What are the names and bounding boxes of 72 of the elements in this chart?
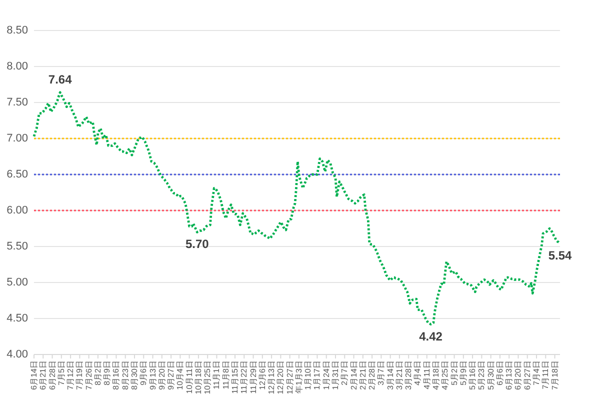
x-tick-label: 10月18日 <box>194 360 203 394</box>
x-tick-label: 5月23日 <box>477 360 486 390</box>
data-label: 5.54 <box>548 248 572 263</box>
y-tick-label: 6.00 <box>6 204 28 216</box>
y-tick-label: 8.00 <box>6 60 28 72</box>
x-tick-label: 3月28日 <box>404 360 414 390</box>
x-tick-label: 12月27日 <box>285 360 294 394</box>
x-tick-label: 1月24日 <box>322 360 331 390</box>
x-tick-label: 10月11日 <box>184 360 194 394</box>
x-tick-label: 5月2日 <box>450 360 459 386</box>
x-tick-label: 1月17日 <box>312 360 322 390</box>
x-tick-label: 5月16日 <box>468 360 478 390</box>
x-tick-label: 8月23日 <box>120 360 130 390</box>
x-tick-label: 1月31日 <box>331 360 340 390</box>
x-tick-label: 7月18日 <box>550 360 560 390</box>
y-tick-label: 8.50 <box>6 24 28 36</box>
x-tick-label: 3月7日 <box>376 360 386 386</box>
data-label: 5.70 <box>185 237 210 252</box>
x-tick-label: 10月25日 <box>203 360 212 394</box>
x-tick-label: 6月20日 <box>514 360 523 390</box>
x-tick-label: 2月7日 <box>340 360 350 386</box>
x-tick-label: 6月6日 <box>495 360 504 386</box>
x-tick-label: 11月29日 <box>248 360 258 394</box>
data-label: 7.64 <box>48 72 72 86</box>
y-tick-label: 6.50 <box>6 168 28 180</box>
x-tick-label: 8月16日 <box>112 360 121 390</box>
x-tick-label: 12月6日 <box>258 360 267 390</box>
x-tick-label: 9月6日 <box>139 360 148 386</box>
x-tick-label: 5月30日 <box>486 360 496 390</box>
x-tick-label: 8月30日 <box>130 360 139 390</box>
x-tick-label: 8月9日 <box>102 360 112 386</box>
x-tick-label: 6月13日 <box>504 360 514 390</box>
x-tick-label: 12月13日 <box>267 360 276 394</box>
x-tick-label: 11月1日 <box>212 360 222 390</box>
x-tick-label: 11月15日 <box>230 360 240 394</box>
x-tick-label: 2月21日 <box>358 360 368 390</box>
x-tick-label: 3月21日 <box>394 360 404 390</box>
x-tick-label: 6月14日 <box>30 360 38 390</box>
x-tick-label: 9月27日 <box>166 360 176 390</box>
x-tick-label: 6月21日 <box>38 360 48 390</box>
y-tick-label: 7.00 <box>6 132 28 144</box>
x-tick-label: 2月14日 <box>349 360 358 390</box>
x-tick-label: 8月2日 <box>93 360 102 386</box>
y-tick-label: 4.00 <box>6 348 28 360</box>
x-tick-label: 7月19日 <box>75 360 84 390</box>
x-tick-label: 4月4日 <box>413 360 422 386</box>
x-tick-label: 年1月3日 <box>294 360 304 394</box>
x-tick-label: 7月11日 <box>541 360 550 390</box>
x-tick-label: 6月28日 <box>48 360 57 390</box>
x-tick-label: 7月26日 <box>84 360 94 390</box>
x-tick-label: 4月11日 <box>422 360 432 390</box>
y-tick-label: 5.00 <box>6 276 28 288</box>
x-tick-label: 4月18日 <box>432 360 441 390</box>
y-tick-label: 5.50 <box>6 240 28 252</box>
y-tick-label: 4.50 <box>6 312 28 324</box>
y-tick-label: 7.50 <box>6 96 28 108</box>
x-tick-label: 3月14日 <box>386 360 395 390</box>
x-tick-label: 2月28日 <box>368 360 377 390</box>
data-label: 4.42 <box>419 329 443 344</box>
x-tick-label: 9月20日 <box>157 360 166 390</box>
x-tick-label: 12月20日 <box>276 360 286 394</box>
x-tick-label: 11月8日 <box>221 360 230 390</box>
x-tick-label: 1月10日 <box>304 360 313 390</box>
x-tick-label: 7月4日 <box>532 360 542 386</box>
x-tick-label: 6月27日 <box>522 360 532 390</box>
x-tick-label: 11月22日 <box>240 360 249 394</box>
x-tick-label: 5月9日 <box>458 360 468 386</box>
x-tick-label: 9月13日 <box>148 360 158 390</box>
x-tick-label: 10月4日 <box>176 360 185 390</box>
x-tick-label: 7月12日 <box>66 360 76 390</box>
x-tick-label: 4月25日 <box>440 360 450 390</box>
x-tick-label: 7月5日 <box>56 360 66 386</box>
